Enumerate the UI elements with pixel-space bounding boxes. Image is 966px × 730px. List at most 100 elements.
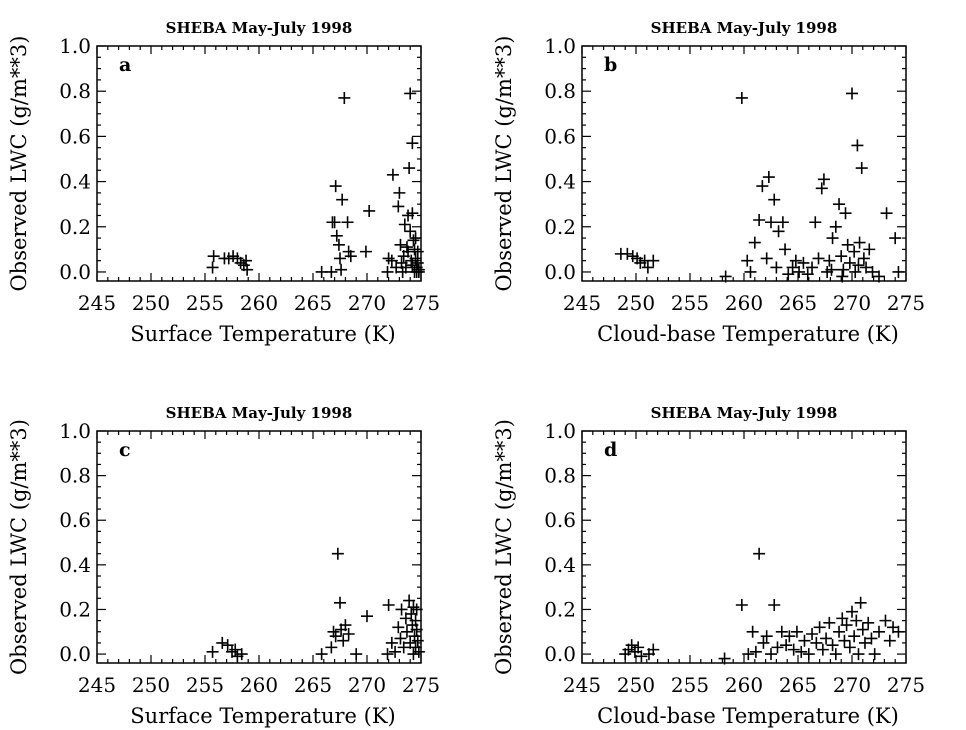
data-point (879, 614, 892, 627)
data-point (381, 648, 394, 661)
data-point (772, 225, 785, 238)
data-point (385, 254, 398, 267)
data-point (325, 265, 338, 278)
data-point (389, 645, 402, 658)
y-tick-label: 1.0 (59, 419, 91, 443)
y-tick-label: 0.2 (59, 215, 91, 239)
data-point (394, 632, 407, 645)
x-tick-label: 270 (348, 291, 386, 315)
data-point (851, 139, 864, 152)
data-point (411, 256, 424, 269)
data-point (848, 245, 861, 258)
data-point (399, 261, 412, 274)
x-tick-label: 255 (671, 291, 709, 315)
x-tick-label: 265 (294, 291, 332, 315)
data-point (786, 261, 799, 274)
data-point (718, 652, 731, 665)
plot-frame (96, 430, 422, 664)
data-point (334, 596, 346, 609)
panel-d: SHEBA May-July 1998 245 250 255 260 265 270 275… (492, 404, 925, 728)
data-point (409, 614, 422, 627)
x-axis-label: Cloud-base Temperature (K) (597, 322, 899, 346)
data-point (382, 252, 395, 265)
data-point (815, 182, 828, 195)
y-tick-label: 1.0 (544, 419, 576, 443)
data-point (381, 265, 394, 278)
y-tick-label: 1.0 (544, 34, 576, 58)
y-tick-label: 0.4 (59, 170, 91, 194)
data-point (632, 641, 645, 654)
data-point (406, 137, 419, 150)
chart-title: SHEBA May-July 1998 (651, 404, 838, 422)
data-point (892, 625, 905, 638)
data-point (865, 632, 878, 645)
data-point (762, 171, 775, 184)
data-point (843, 641, 856, 654)
data-point (359, 245, 372, 258)
data-point (385, 636, 398, 649)
data-point (868, 648, 881, 661)
data-point (412, 645, 425, 658)
data-point (795, 645, 808, 658)
data-point (398, 218, 411, 231)
data-point (768, 193, 781, 206)
data-point (829, 220, 842, 233)
y-axis-label: Observed LWC (g/m**3) (492, 36, 516, 292)
data-point (770, 261, 783, 274)
y-tick-label: 0.2 (544, 215, 576, 239)
data-point (816, 643, 829, 656)
data-point (848, 630, 861, 643)
data-point (846, 87, 858, 100)
data-series (614, 87, 905, 283)
data-point (856, 623, 869, 636)
data-point (837, 263, 850, 276)
data-series (206, 87, 425, 278)
data-point (779, 243, 792, 256)
y-tick-label: 0.4 (59, 553, 91, 577)
panel-a: SHEBA May-July 1998 245 250 255 260 265 270 275… (7, 19, 440, 346)
x-tick-label: 275 (887, 673, 925, 697)
data-point (866, 265, 879, 278)
data-point (329, 630, 342, 643)
x-tick-label: 275 (402, 291, 440, 315)
x-tick-label: 250 (617, 673, 655, 697)
data-point (765, 216, 777, 229)
data-point (350, 648, 363, 661)
data-point (382, 599, 395, 611)
data-point (862, 616, 875, 629)
data-point (408, 243, 421, 256)
data-point (857, 252, 870, 265)
x-tick-label: 265 (294, 673, 332, 697)
data-point (361, 610, 373, 623)
y-tick-label: 0.6 (59, 124, 91, 148)
data-point (850, 614, 863, 627)
data-point (328, 216, 341, 229)
plot-frame (581, 430, 907, 664)
data-point (823, 254, 836, 267)
y-tick-label: 0.8 (59, 79, 91, 103)
data-point (838, 634, 851, 647)
x-tick-label: 255 (186, 673, 224, 697)
chart-title: SHEBA May-July 1998 (166, 404, 353, 422)
data-point (397, 250, 410, 263)
data-point (325, 641, 338, 654)
x-tick-label: 265 (779, 673, 817, 697)
data-point (206, 261, 219, 274)
x-tick-label: 255 (671, 673, 709, 697)
data-point (336, 193, 349, 206)
y-tick-label: 0.8 (544, 79, 576, 103)
y-tick-label: 0.2 (544, 597, 576, 621)
y-tick-label: 0.8 (544, 464, 576, 488)
y-tick-label: 0.0 (59, 260, 91, 284)
data-point (394, 238, 407, 251)
data-point (407, 234, 420, 247)
x-tick-label: 255 (186, 291, 224, 315)
data-point (833, 625, 846, 638)
data-point (635, 650, 648, 663)
data-point (331, 547, 344, 560)
data-point (337, 634, 350, 647)
data-point (229, 643, 242, 656)
data-point (826, 639, 839, 652)
data-point (741, 254, 754, 267)
data-point (411, 634, 424, 647)
